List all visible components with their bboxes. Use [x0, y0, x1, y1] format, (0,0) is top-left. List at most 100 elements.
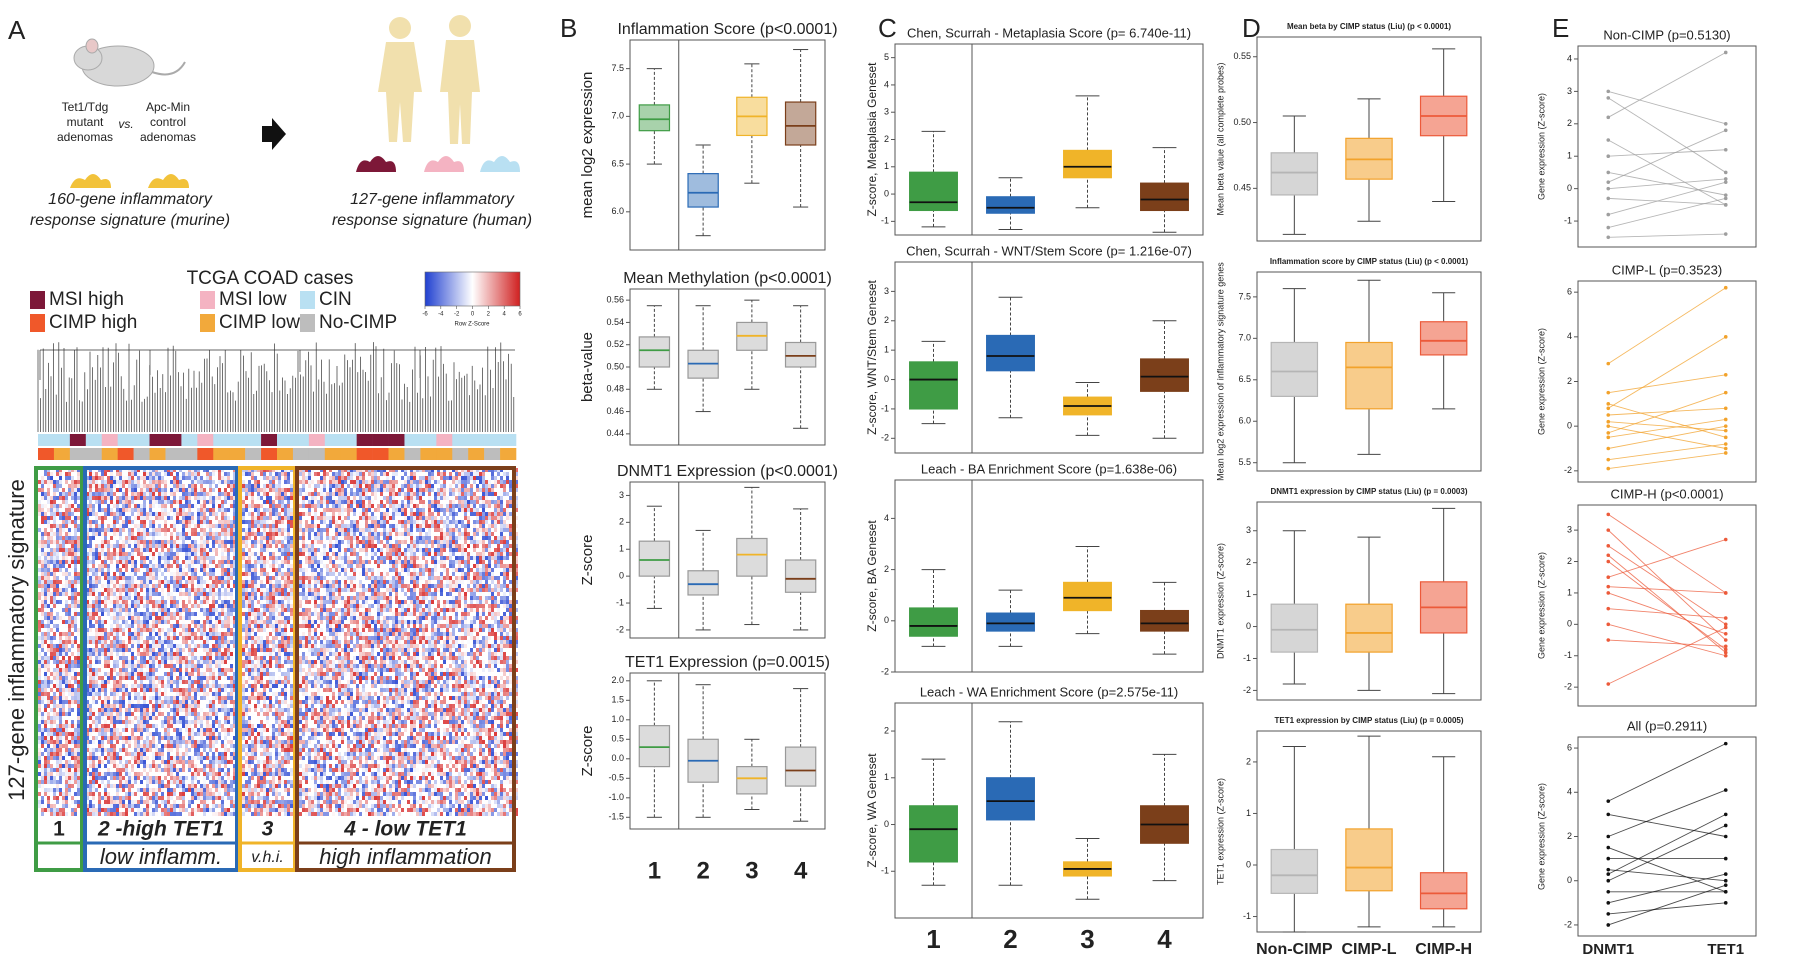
heat-cell [407, 572, 410, 576]
heat-cell [320, 596, 323, 600]
heat-cell [407, 480, 410, 484]
heat-cell [386, 596, 389, 600]
heat-cell [410, 492, 413, 496]
heat-cell [134, 548, 137, 552]
heat-cell [248, 596, 251, 600]
heat-cell [263, 472, 266, 476]
heat-cell [413, 612, 416, 616]
heat-cell [74, 556, 77, 560]
heat-cell [143, 584, 146, 588]
heat-cell [332, 480, 335, 484]
heat-cell [485, 532, 488, 536]
heat-cell [221, 560, 224, 564]
heat-cell [305, 624, 308, 628]
heat-cell [146, 496, 149, 500]
heat-cell [473, 504, 476, 508]
heat-cell [281, 572, 284, 576]
heat-cell [227, 552, 230, 556]
heat-cell [74, 616, 77, 620]
heat-cell [269, 608, 272, 612]
heat-cell [266, 484, 269, 488]
heat-cell [440, 608, 443, 612]
heat-cell [452, 584, 455, 588]
heat-cell [269, 496, 272, 500]
heat-cell [227, 628, 230, 632]
heat-cell [308, 612, 311, 616]
heat-cell [266, 620, 269, 624]
heat-cell [341, 472, 344, 476]
heat-cell [164, 584, 167, 588]
heat-cell [308, 584, 311, 588]
heat-cell [431, 500, 434, 504]
heat-cell [242, 496, 245, 500]
heat-cell [92, 600, 95, 604]
heat-cell [281, 588, 284, 592]
heat-cell [500, 556, 503, 560]
heat-cell [113, 492, 116, 496]
heat-cell [50, 496, 53, 500]
heat-cell [233, 564, 236, 568]
heat-cell [119, 560, 122, 564]
heat-cell [446, 592, 449, 596]
heat-cell [119, 588, 122, 592]
heat-cell [434, 524, 437, 528]
heat-cell [467, 500, 470, 504]
heat-cell [92, 496, 95, 500]
heat-cell [119, 552, 122, 556]
heat-cell [416, 496, 419, 500]
heat-cell [44, 584, 47, 588]
heat-cell [470, 568, 473, 572]
heat-cell [392, 560, 395, 564]
heat-cell [176, 572, 179, 576]
heat-cell [242, 600, 245, 604]
heat-cell [278, 480, 281, 484]
heat-cell [152, 588, 155, 592]
heat-cell [122, 620, 125, 624]
heat-cell [254, 476, 257, 480]
heat-cell [326, 536, 329, 540]
heat-cell [44, 580, 47, 584]
heat-cell [356, 488, 359, 492]
heat-cell [464, 608, 467, 612]
heat-cell [194, 576, 197, 580]
heat-cell [404, 504, 407, 508]
heat-cell [65, 540, 68, 544]
heat-cell [188, 616, 191, 620]
heat-cell [458, 476, 461, 480]
heat-cell [392, 508, 395, 512]
heat-cell [203, 504, 206, 508]
heat-cell [455, 596, 458, 600]
heat-cell [128, 624, 131, 628]
heat-cell [263, 544, 266, 548]
heat-cell [116, 624, 119, 628]
heat-cell [491, 568, 494, 572]
heat-cell [413, 520, 416, 524]
heat-cell [470, 556, 473, 560]
heat-cell [485, 616, 488, 620]
heat-cell [500, 496, 503, 500]
heat-cell [344, 624, 347, 628]
heat-cell [278, 616, 281, 620]
heat-cell [68, 532, 71, 536]
heat-cell [398, 504, 401, 508]
heat-cell [431, 508, 434, 512]
heat-cell [101, 496, 104, 500]
heat-cell [347, 492, 350, 496]
heat-cell [230, 620, 233, 624]
heat-cell [281, 552, 284, 556]
heat-cell [443, 540, 446, 544]
heat-cell [77, 580, 80, 584]
heat-cell [401, 540, 404, 544]
heat-cell [95, 476, 98, 480]
heat-cell [278, 564, 281, 568]
heat-cell [266, 592, 269, 596]
heat-cell [359, 612, 362, 616]
heat-cell [290, 512, 293, 516]
heat-cell [68, 536, 71, 540]
heat-cell [419, 564, 422, 568]
heat-cell [434, 576, 437, 580]
heat-cell [53, 504, 56, 508]
heat-cell [287, 524, 290, 528]
heat-cell [461, 492, 464, 496]
heat-cell [305, 608, 308, 612]
